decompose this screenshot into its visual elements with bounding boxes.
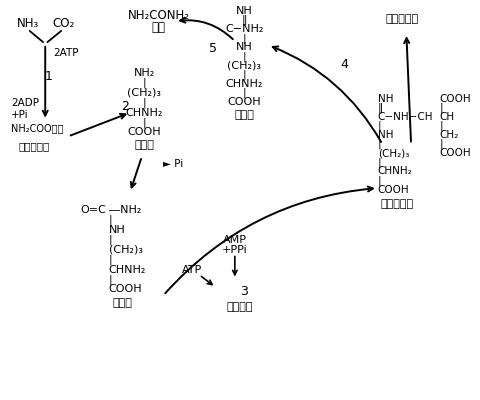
Text: +PPi: +PPi (221, 245, 247, 255)
Text: (CH₂)₃: (CH₂)₃ (377, 148, 408, 158)
Text: NH: NH (377, 94, 393, 104)
Text: COOH: COOH (439, 94, 470, 104)
Text: (CH₂)₃: (CH₂)₃ (227, 61, 261, 71)
Text: 氨甲酰磷酸: 氨甲酰磷酸 (18, 141, 49, 151)
Text: 尿素: 尿素 (151, 21, 165, 34)
Text: 鸟氨酸: 鸟氨酸 (134, 140, 154, 150)
Text: CHNH₂: CHNH₂ (125, 108, 163, 118)
Text: 4: 4 (340, 58, 348, 72)
Text: |: | (439, 120, 443, 131)
Text: |: | (377, 175, 381, 186)
Text: COOH: COOH (227, 97, 261, 107)
Text: COOH: COOH (439, 148, 470, 158)
Text: 精氨琥珀酸: 精氨琥珀酸 (380, 199, 412, 209)
Text: ► Pi: ► Pi (163, 159, 183, 169)
Text: NH: NH (108, 225, 125, 235)
Text: |: | (377, 157, 381, 168)
Text: NH: NH (236, 6, 252, 16)
Text: O=C: O=C (80, 205, 106, 215)
Text: ‖: ‖ (377, 102, 382, 113)
Text: 2ADP: 2ADP (11, 98, 39, 108)
Text: 3: 3 (240, 285, 248, 298)
Text: |: | (377, 139, 381, 149)
Text: C−NH−CH: C−NH−CH (377, 112, 432, 122)
Text: 2: 2 (121, 100, 129, 113)
Text: C−NH₂: C−NH₂ (225, 24, 263, 34)
Text: COOH: COOH (377, 185, 408, 195)
Text: |: | (142, 117, 146, 128)
Text: (CH₂)₃: (CH₂)₃ (127, 88, 161, 98)
Text: 天冬氨酸: 天冬氨酸 (226, 302, 252, 312)
Text: |: | (142, 98, 146, 108)
Text: +Pi: +Pi (11, 110, 28, 120)
Text: NH: NH (236, 42, 252, 52)
Text: ATP: ATP (181, 264, 202, 274)
Text: CHNH₂: CHNH₂ (108, 264, 145, 274)
Text: CH: CH (439, 112, 454, 122)
Text: ‖: ‖ (241, 15, 247, 25)
Text: NH₂CONH₂: NH₂CONH₂ (127, 9, 189, 22)
Text: AMP: AMP (222, 235, 246, 245)
Text: |: | (242, 70, 246, 80)
Text: NH₂COO～Ⓟ: NH₂COO～Ⓟ (11, 123, 63, 133)
Text: 反丁烯二酸: 反丁烯二酸 (384, 14, 417, 24)
Text: |: | (108, 234, 112, 245)
Text: NH₂: NH₂ (133, 68, 155, 78)
Text: |: | (439, 102, 443, 113)
Text: 精氨酸: 精氨酸 (234, 110, 254, 120)
Text: |: | (108, 274, 112, 285)
Text: |: | (242, 33, 246, 44)
Text: ―NH₂: ―NH₂ (108, 205, 141, 215)
Text: |: | (439, 139, 443, 149)
Text: COOH: COOH (127, 128, 161, 138)
Text: |: | (108, 254, 112, 265)
Text: |: | (242, 51, 246, 62)
Text: 2ATP: 2ATP (53, 48, 78, 58)
Text: CH₂: CH₂ (439, 130, 458, 140)
Text: 5: 5 (209, 42, 217, 55)
Text: COOH: COOH (108, 284, 142, 294)
Text: |: | (242, 88, 246, 98)
Text: CHNH₂: CHNH₂ (377, 166, 412, 176)
Text: 瓜氨酸: 瓜氨酸 (113, 298, 132, 308)
Text: |: | (108, 215, 112, 225)
Text: (CH₂)₃: (CH₂)₃ (108, 245, 142, 255)
Text: CO₂: CO₂ (52, 17, 74, 30)
Text: 1: 1 (45, 70, 53, 83)
Text: |: | (377, 120, 381, 131)
Text: |: | (142, 78, 146, 88)
Text: CHNH₂: CHNH₂ (225, 79, 263, 89)
Text: NH₃: NH₃ (16, 17, 38, 30)
Text: NH: NH (377, 130, 393, 140)
